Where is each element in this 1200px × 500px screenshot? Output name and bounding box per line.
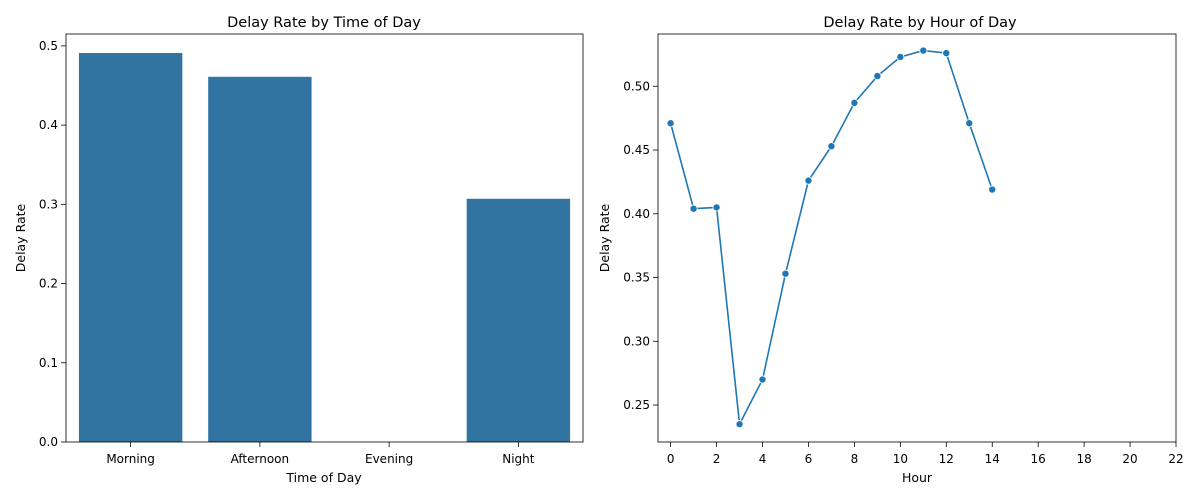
line-chart-y-tick-label: 0.25	[623, 398, 650, 412]
line-chart-y-tick-label: 0.30	[623, 334, 650, 348]
line-chart-x-label: Hour	[902, 470, 933, 485]
bar-chart-x-tick-label: Afternoon	[231, 452, 290, 466]
line-point	[965, 119, 974, 128]
bar-night	[466, 198, 571, 442]
line-point	[919, 46, 928, 55]
bar-chart-title: Delay Rate by Time of Day	[227, 15, 421, 31]
line-chart-title: Delay Rate by Hour of Day	[823, 15, 1017, 31]
line-chart-x-tick-label: 18	[1076, 452, 1091, 466]
line-chart-x-tick-label: 2	[713, 452, 721, 466]
bar-chart-y-tick-label: 0.3	[39, 197, 58, 211]
bar-chart-y-tick-label: 0.1	[39, 356, 58, 370]
line-series-path	[669, 49, 993, 427]
line-chart-x-ticks: 0 2 4 6 8 10 12 14 16 18 20 22	[667, 442, 1184, 466]
line-point	[666, 119, 675, 128]
line-point	[712, 203, 721, 212]
line-chart-x-tick-label: 16	[1031, 452, 1046, 466]
bar-chart-frame	[65, 33, 584, 443]
bar-afternoon	[208, 76, 312, 443]
bar-chart-y-tick-label: 0.0	[39, 435, 58, 449]
line-chart-x-tick-label: 10	[893, 452, 908, 466]
line-point	[827, 142, 836, 151]
line-chart-x-tick-label: 12	[939, 452, 954, 466]
line-chart-x-tick-label: 8	[851, 452, 859, 466]
line-chart-y-tick-label: 0.50	[623, 79, 650, 93]
line-point	[850, 98, 859, 107]
bar-chart-y-tick-label: 0.5	[39, 39, 58, 53]
bar-chart-x-tick-label: Evening	[365, 452, 413, 466]
bar-chart-x-label: Time of Day	[285, 470, 362, 485]
line-chart: Delay Rate by Hour of Day 0.250.300.350.…	[597, 15, 1184, 485]
bar-chart-y-ticks: 0.0 0.1 0.2 0.3 0.4 0.5	[39, 39, 66, 449]
line-point	[896, 52, 905, 61]
line-chart-x-tick-label: 14	[985, 452, 1000, 466]
line-point	[873, 72, 882, 81]
line-point	[781, 269, 790, 278]
bar-chart-x-tick-label: Morning	[106, 452, 155, 466]
bar-chart-y-tick-label: 0.4	[39, 118, 58, 132]
line-chart-y-tick-label: 0.40	[623, 207, 650, 221]
line-point	[942, 49, 951, 58]
line-chart-y-label: Delay Rate	[597, 203, 612, 272]
line-point	[804, 176, 813, 185]
line-point	[758, 375, 767, 384]
line-point	[735, 420, 744, 429]
line-chart-y-ticks: 0.25 0.30 0.35 0.40 0.45 0.50	[623, 79, 658, 412]
line-chart-x-tick-label: 20	[1122, 452, 1137, 466]
bar-morning	[78, 53, 183, 443]
line-point	[689, 204, 698, 213]
line-chart-y-tick-label: 0.35	[623, 271, 650, 285]
line-chart-frame	[657, 33, 1177, 443]
line-chart-series	[666, 46, 997, 429]
line-chart-x-tick-label: 0	[667, 452, 675, 466]
bar-chart-y-tick-label: 0.2	[39, 277, 58, 291]
line-chart-x-tick-label: 4	[759, 452, 767, 466]
line-chart-x-tick-label: 22	[1168, 452, 1183, 466]
line-chart-y-tick-label: 0.45	[623, 143, 650, 157]
bar-chart-bars	[78, 53, 571, 443]
line-point	[988, 185, 997, 194]
bar-chart-x-tick-label: Night	[502, 452, 535, 466]
line-chart-x-tick-label: 6	[805, 452, 813, 466]
bar-chart-y-label: Delay Rate	[13, 203, 28, 272]
bar-chart: Delay Rate by Time of Day 0.00.10.20.30.…	[13, 15, 584, 485]
bar-chart-x-ticks: Morning Afternoon Evening Night	[106, 442, 535, 466]
